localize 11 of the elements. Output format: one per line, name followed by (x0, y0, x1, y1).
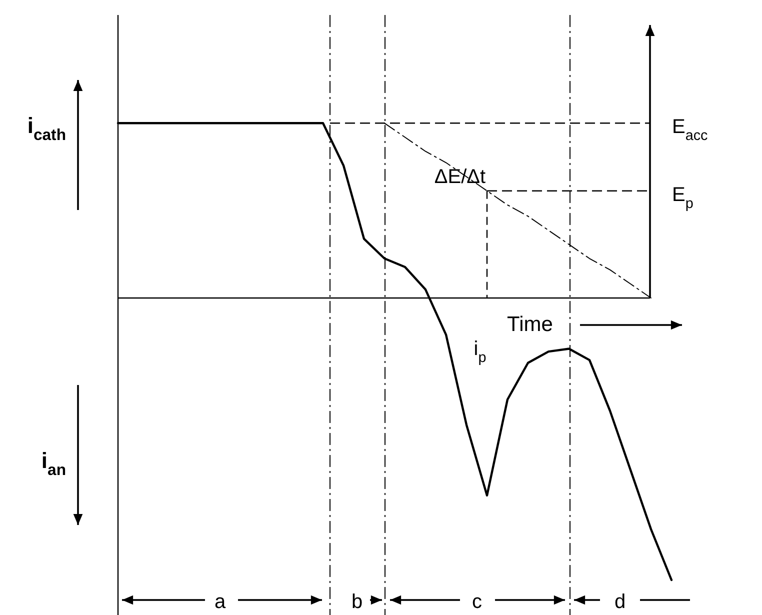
text: b (351, 591, 363, 614)
annotation: i$_{p}$ (474, 338, 486, 366)
text: i$_{an}$ (41, 448, 66, 479)
ref-line-label: E$_{p}$ (672, 184, 694, 212)
annotation: ΔE/Δt (434, 166, 486, 188)
text: c (472, 591, 482, 614)
text: i$_{cath}$ (27, 112, 66, 144)
text: a (214, 591, 226, 614)
ref-line-label: E$_{acc}$ (672, 116, 708, 144)
text: d (614, 591, 626, 614)
x-axis-title: Time (507, 312, 553, 336)
